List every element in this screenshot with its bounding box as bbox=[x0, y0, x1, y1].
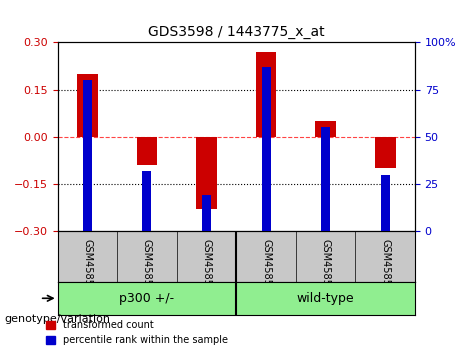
Text: GSM458551: GSM458551 bbox=[320, 239, 331, 298]
Text: GSM458549: GSM458549 bbox=[201, 239, 212, 298]
Legend: transformed count, percentile rank within the sample: transformed count, percentile rank withi… bbox=[42, 316, 232, 349]
Text: genotype/variation: genotype/variation bbox=[5, 314, 111, 324]
Text: wild-type: wild-type bbox=[297, 292, 355, 305]
Bar bbox=[375, 137, 396, 168]
Bar bbox=[315, 121, 336, 137]
Bar bbox=[202, 195, 211, 231]
Bar bbox=[196, 137, 217, 209]
Text: p300 +/-: p300 +/- bbox=[119, 292, 175, 305]
Bar bbox=[136, 137, 157, 165]
Text: GSM458547: GSM458547 bbox=[83, 239, 92, 298]
Bar bbox=[142, 171, 151, 231]
Text: GSM458548: GSM458548 bbox=[142, 239, 152, 298]
Title: GDS3598 / 1443775_x_at: GDS3598 / 1443775_x_at bbox=[148, 25, 325, 39]
Bar bbox=[77, 74, 98, 137]
Bar bbox=[255, 52, 277, 137]
Text: GSM458550: GSM458550 bbox=[261, 239, 271, 298]
Bar bbox=[381, 175, 390, 231]
Bar bbox=[261, 67, 271, 231]
Text: GSM458552: GSM458552 bbox=[380, 239, 390, 298]
Bar bbox=[83, 80, 92, 231]
Bar bbox=[321, 127, 330, 231]
